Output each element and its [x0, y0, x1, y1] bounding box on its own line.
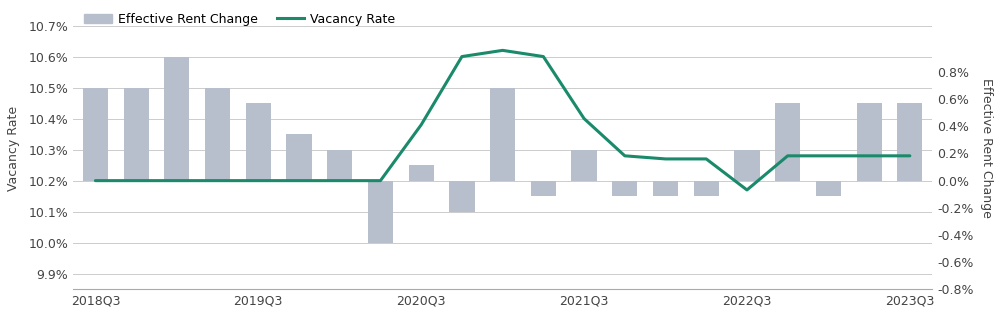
Bar [734, 149, 760, 181]
Bar [164, 57, 189, 181]
Bar [124, 88, 149, 181]
Bar [449, 181, 475, 212]
Bar [571, 149, 597, 181]
Bar [490, 88, 515, 181]
Bar [205, 88, 230, 181]
Y-axis label: Vacancy Rate: Vacancy Rate [7, 106, 20, 191]
Y-axis label: Effective Rent Change: Effective Rent Change [980, 78, 993, 218]
Bar [409, 165, 434, 181]
Bar [246, 103, 271, 181]
Bar [612, 181, 637, 196]
Bar [531, 181, 556, 196]
Bar [286, 134, 312, 181]
Bar [368, 181, 393, 243]
Bar [816, 181, 841, 196]
Bar [327, 149, 352, 181]
Bar [83, 88, 108, 181]
Legend: Effective Rent Change, Vacancy Rate: Effective Rent Change, Vacancy Rate [79, 8, 401, 30]
Bar [775, 103, 800, 181]
Bar [897, 103, 922, 181]
Bar [694, 181, 719, 196]
Bar [857, 103, 882, 181]
Bar [653, 181, 678, 196]
